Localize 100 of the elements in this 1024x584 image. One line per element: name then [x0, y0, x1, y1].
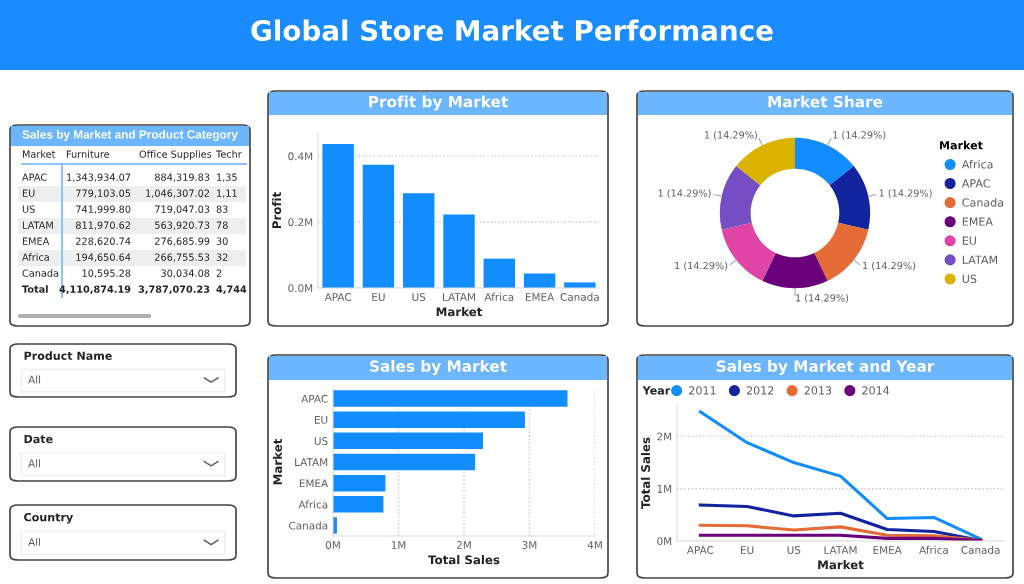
legend-label: US [962, 274, 977, 284]
category-label: US [22, 205, 35, 213]
data-label: 1 (14.29%) [704, 131, 757, 140]
text: Country [24, 512, 73, 524]
data-label: 1 (14.29%) [796, 294, 849, 303]
y-tick-label: Canada [289, 521, 328, 530]
y-tick-label: 0.2M [288, 218, 313, 227]
y-tick-label: 2M [657, 432, 672, 441]
data-label: 741,999.80 [76, 205, 131, 214]
data-label: 2 [216, 269, 222, 277]
y-tick-label: 1M [657, 485, 672, 493]
y-axis-title: Profit [271, 192, 282, 229]
legend-title: Market [940, 140, 983, 150]
x-tick-label: APAC [686, 546, 714, 554]
chart-title: Market Share [768, 95, 883, 108]
y-tick-label: LATAM [295, 458, 328, 466]
text: Date [24, 434, 53, 444]
x-tick-label: 2M [456, 541, 471, 549]
data-label: 3,787,070.23 [138, 285, 210, 295]
chart-title: Profit by Market [369, 95, 508, 111]
x-tick-label: US [412, 293, 426, 301]
x-tick-label: Africa [919, 545, 948, 554]
bar [333, 474, 386, 492]
data-label: 266,755.53 [155, 253, 210, 262]
legend-label: APAC [961, 179, 990, 188]
legend-label: Africa [961, 159, 993, 169]
legend-label: 2013 [804, 386, 832, 395]
bar [403, 193, 435, 288]
text: Global Store Market Performance [251, 19, 773, 41]
x-tick-label: Africa [484, 292, 514, 301]
data-label: 78 [216, 221, 228, 229]
data-label: 1 (14.29%) [879, 189, 932, 198]
bar [443, 214, 475, 288]
donut-slice [719, 166, 761, 230]
x-tick-label: US [787, 546, 801, 554]
data-label: 1,046,307.02 [146, 189, 210, 198]
data-label: 1,343,934.07 [67, 173, 131, 182]
x-tick-label: EU [372, 293, 385, 301]
legend-label: Canada [962, 198, 1004, 207]
x-tick-label: EU [740, 546, 754, 554]
text: All [28, 375, 41, 384]
legend-label: EMEA [962, 217, 993, 226]
bar [333, 390, 568, 407]
x-tick-label: EMEA [873, 546, 902, 554]
x-tick-label: 4M [587, 541, 602, 549]
legend-label: 2012 [746, 386, 774, 395]
data-label: 83 [216, 205, 228, 213]
x-tick-label: Canada [560, 292, 599, 301]
x-axis-title: Market [436, 307, 483, 317]
bar [333, 432, 483, 450]
data-label: 4,744 [216, 285, 247, 295]
text: All [28, 459, 41, 468]
legend-label: EU [962, 236, 976, 245]
x-tick-label: LATAM [824, 546, 857, 554]
y-tick-label: 0.4M [288, 152, 313, 161]
y-axis-title: Market [272, 438, 283, 485]
y-tick-label: EU [314, 416, 328, 424]
legend-label: 2011 [689, 386, 716, 395]
donut-slice [762, 252, 828, 289]
x-axis-title: Market [818, 560, 864, 570]
chart-title: Sales by Market [370, 360, 507, 375]
bar [362, 164, 395, 288]
x-tick-label: Canada [961, 545, 1000, 554]
category-label: EMEA [22, 237, 50, 245]
donut-slice [814, 222, 869, 281]
text: Techr [215, 150, 242, 158]
text: All [28, 537, 41, 546]
data-label: 1 (14.29%) [675, 261, 728, 271]
data-label: 811,970.62 [75, 221, 131, 230]
x-axis-title: Total Sales [428, 555, 500, 565]
data-label: 4,110,874.19 [59, 285, 131, 295]
data-label: 719,047.03 [155, 205, 210, 214]
data-label: 1,11 [217, 189, 237, 198]
y-tick-label: 0.0M [288, 284, 313, 293]
category-label: Canada [22, 269, 59, 277]
data-label: 30,034.08 [161, 269, 210, 278]
data-label: 276,685.99 [155, 237, 210, 246]
category-label: Total [22, 285, 48, 293]
bar [333, 411, 525, 428]
x-tick-label: EMEA [525, 293, 555, 301]
data-label: 10,595.28 [82, 269, 131, 278]
x-tick-label: APAC [324, 293, 352, 301]
y-axis-title: Total Sales [640, 437, 651, 509]
bar [333, 496, 384, 513]
bar [322, 143, 354, 288]
bar [523, 273, 556, 288]
category-label: Africa [22, 253, 49, 261]
text: Market [22, 150, 56, 158]
text: Sales by Market and Product Category [22, 129, 238, 142]
data-label: 1 (14.29%) [658, 189, 711, 198]
text: Furniture [66, 150, 110, 158]
y-tick-label: EMEA [299, 479, 329, 488]
data-label: 228,620.74 [76, 237, 131, 246]
text: Office Supplies [139, 150, 212, 160]
x-tick-label: 1M [391, 541, 406, 549]
y-tick-label: Africa [298, 500, 328, 509]
line-series [698, 410, 983, 541]
bar [483, 258, 515, 288]
legend-title: Year [642, 386, 671, 395]
y-tick-label: APAC [301, 394, 328, 403]
